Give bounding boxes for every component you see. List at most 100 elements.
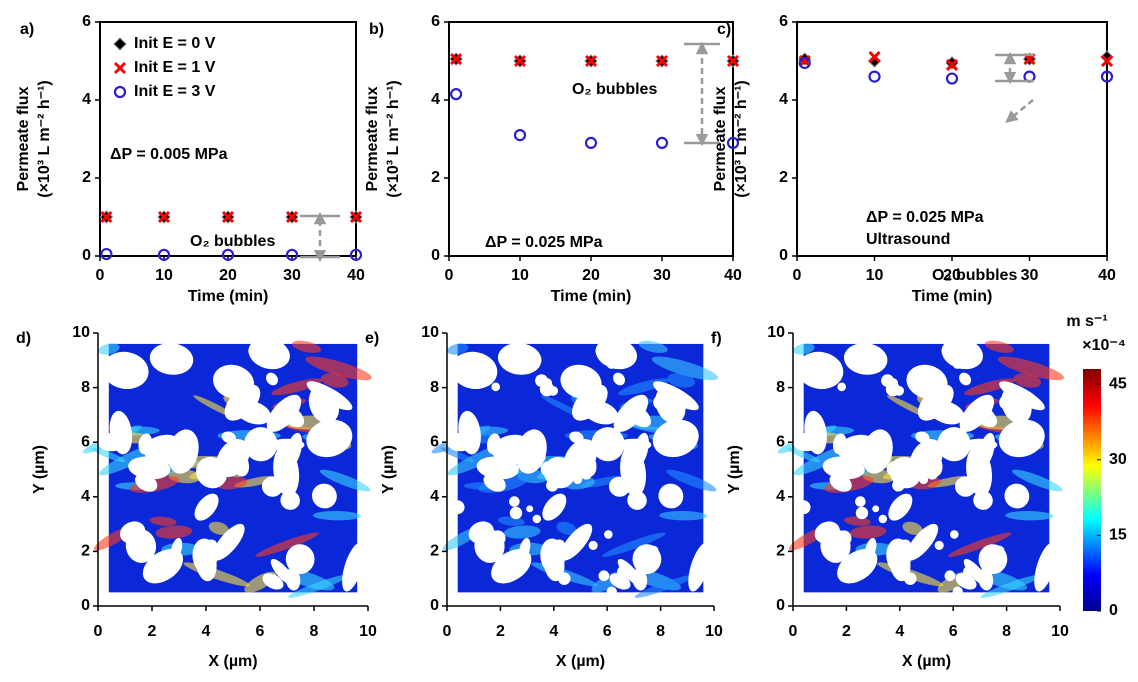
marker-circle <box>655 136 669 149</box>
marker-circle <box>1100 70 1114 83</box>
y-axis-label: Y (µm) <box>380 445 397 494</box>
y-tick-label: 10 <box>72 324 90 341</box>
solid-pore <box>608 476 630 497</box>
solid-pore <box>954 476 976 497</box>
solid-pore <box>492 434 535 465</box>
y-tick-label: 0 <box>776 597 785 614</box>
flow-streak <box>1005 511 1054 521</box>
flow-streak <box>849 525 887 539</box>
flow-streak <box>441 447 475 463</box>
solid-pore <box>915 431 930 444</box>
flow-streak <box>787 447 821 463</box>
colorbar-unit: m s⁻¹ <box>1066 313 1107 330</box>
x-tick-label: 0 <box>445 267 454 284</box>
bubble <box>653 394 669 410</box>
y-axis-label: (×10³ L m⁻² h⁻¹) <box>385 80 402 198</box>
flow-streak <box>556 521 577 535</box>
bubble <box>509 496 520 507</box>
solid-pore <box>631 432 649 469</box>
annotation: ΔP = 0.025 MPa <box>485 234 603 251</box>
flow-streak <box>984 340 1014 353</box>
solid-pore <box>838 434 881 465</box>
solid-pore <box>888 493 913 521</box>
solid-pore <box>658 483 684 509</box>
flow-streak <box>92 447 126 463</box>
solid-pore <box>229 449 250 477</box>
solid-pore <box>285 544 315 574</box>
bubble <box>606 586 617 597</box>
solid-pore <box>977 432 995 469</box>
flow-streak <box>292 340 322 353</box>
y-tick-label: 6 <box>82 13 91 30</box>
flow-field-image <box>82 337 372 598</box>
legend-marker <box>113 37 127 51</box>
flow-streak <box>793 343 815 355</box>
solid-pore <box>941 337 983 370</box>
bubble <box>835 530 852 546</box>
flow-streak <box>497 516 525 526</box>
y-tick-label: 6 <box>81 433 90 450</box>
solid-pore <box>221 431 237 444</box>
x-tick-label: 8 <box>1002 623 1011 640</box>
marker-circle <box>868 70 881 83</box>
flow-streak <box>666 469 717 492</box>
marker-circle <box>221 248 235 261</box>
flow-streak <box>980 574 1042 598</box>
bubble <box>894 385 905 396</box>
y-tick-label: 4 <box>430 488 439 505</box>
marker-x <box>726 54 740 68</box>
marker-circle <box>513 129 527 142</box>
y-tick-label: 4 <box>776 488 785 505</box>
marker-x <box>655 54 669 68</box>
colorbar-tick-label: 30 <box>1109 451 1127 468</box>
x-axis-label: Time (min) <box>551 288 632 305</box>
flow-streak <box>255 532 319 557</box>
x-tick-label: 30 <box>653 267 671 284</box>
bubble <box>855 506 869 520</box>
flow-streak <box>312 511 361 521</box>
y-tick-label: 2 <box>82 169 91 186</box>
x-tick-label: 40 <box>347 267 365 284</box>
solid-pore <box>266 394 302 432</box>
bubble <box>526 505 534 513</box>
marker-x <box>798 54 811 68</box>
bubble <box>886 461 902 477</box>
panel-label: d) <box>16 330 31 347</box>
solid-pore <box>342 542 365 592</box>
bubble <box>952 358 963 369</box>
y-tick-label: 8 <box>81 379 90 396</box>
marker-x <box>450 52 463 66</box>
solid-pore <box>917 384 954 421</box>
y-tick-label: 4 <box>82 91 91 108</box>
bubble <box>855 496 866 507</box>
legend-marker <box>113 61 127 75</box>
bubble <box>950 530 959 539</box>
solid-pore <box>109 410 133 455</box>
legend-label: Init E = 3 V <box>134 83 216 100</box>
bubble <box>510 436 521 447</box>
bubble <box>604 530 613 539</box>
bubble <box>878 449 892 464</box>
marker-x <box>157 210 171 224</box>
bubble <box>580 467 593 480</box>
bubble <box>509 506 523 520</box>
solid-pore <box>149 343 194 375</box>
y-tick-label: 4 <box>779 91 788 108</box>
bubble <box>546 479 559 492</box>
annotation-arrow <box>1005 99 1034 123</box>
solid-pore <box>1004 483 1030 509</box>
x-axis-label: X (µm) <box>556 653 605 670</box>
y-tick-label: 2 <box>81 543 90 560</box>
solid-pore <box>266 372 278 386</box>
y-tick-label: 2 <box>430 543 439 560</box>
y-tick-label: 8 <box>776 379 785 396</box>
y-axis-label: (×10³ L m⁻² h⁻¹) <box>733 80 750 198</box>
marker-circle <box>100 247 113 261</box>
y-tick-label: 2 <box>776 543 785 560</box>
bubble <box>944 570 956 582</box>
solid-pore <box>652 419 699 458</box>
x-tick-label: 8 <box>310 623 319 640</box>
solid-pore <box>804 410 827 455</box>
bubble <box>934 540 944 550</box>
